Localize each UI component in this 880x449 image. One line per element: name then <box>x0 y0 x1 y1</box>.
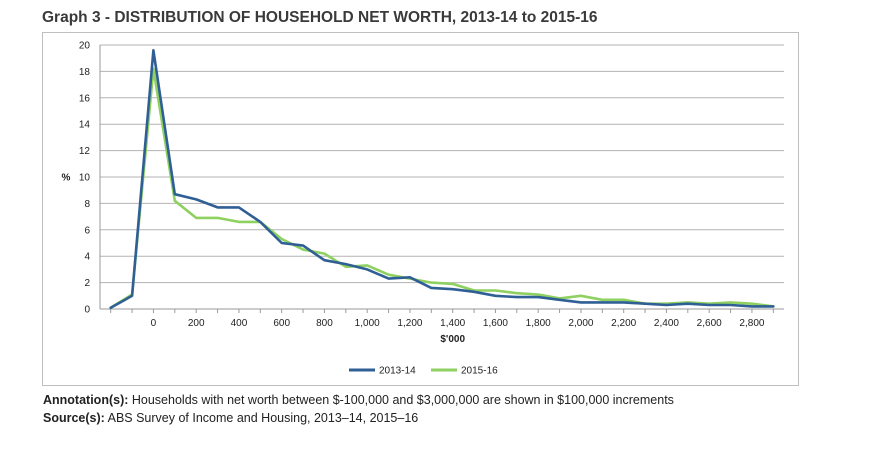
legend-label: 2013-14 <box>379 366 416 377</box>
x-tick-label: 1,400 <box>440 318 465 329</box>
y-tick-label: 6 <box>84 225 90 236</box>
y-tick-label: 12 <box>79 146 91 157</box>
y-axis-label: % <box>62 173 71 184</box>
x-tick-label: 200 <box>188 318 205 329</box>
source-label: Source(s): <box>43 411 105 425</box>
x-tick-label: 1,600 <box>483 318 508 329</box>
source-text: ABS Survey of Income and Housing, 2013–1… <box>104 411 419 425</box>
x-axis-label: $'000 <box>440 334 465 345</box>
chart-notes: Annotation(s): Households with net worth… <box>43 391 674 427</box>
y-tick-label: 14 <box>79 120 91 131</box>
annotation-label: Annotation(s): <box>43 393 129 407</box>
x-tick-label: 2,000 <box>568 318 593 329</box>
x-tick-label: 2,600 <box>697 318 722 329</box>
annotation-text: Households with net worth between $-100,… <box>128 393 674 407</box>
x-tick-label: 800 <box>316 318 333 329</box>
y-tick-label: 0 <box>84 305 90 316</box>
x-tick-label: 0 <box>151 318 157 329</box>
y-tick-label: 20 <box>79 41 91 52</box>
series-line-2013-14 <box>109 48 775 310</box>
y-tick-label: 18 <box>79 67 91 78</box>
y-tick-label: 8 <box>84 199 90 210</box>
chart-title: Graph 3 - DISTRIBUTION OF HOUSEHOLD NET … <box>42 9 598 26</box>
x-tick-label: 600 <box>273 318 290 329</box>
x-tick-label: 1,800 <box>526 318 551 329</box>
x-tick-label: 400 <box>231 318 248 329</box>
y-tick-label: 4 <box>84 252 90 263</box>
chart-frame: 0 2 4 6 8 10 12 14 16 18 20 0 200 400 600 800 1,000 1,200… <box>42 32 799 386</box>
x-tick-label: 1,200 <box>397 318 422 329</box>
x-tick-label: 2,400 <box>654 318 679 329</box>
y-tick-label: 2 <box>84 278 90 289</box>
x-tick-label: 2,200 <box>611 318 636 329</box>
series-line-2015-16 <box>109 67 775 310</box>
y-tick-label: 16 <box>79 93 91 104</box>
y-tick-label: 10 <box>79 173 91 184</box>
x-tick-label: 2,800 <box>739 318 764 329</box>
legend-label: 2015-16 <box>461 366 498 377</box>
x-tick-label: 1,000 <box>355 318 380 329</box>
annotation-line: Annotation(s): Households with net worth… <box>43 391 674 409</box>
source-line: Source(s): ABS Survey of Income and Hous… <box>43 409 674 427</box>
